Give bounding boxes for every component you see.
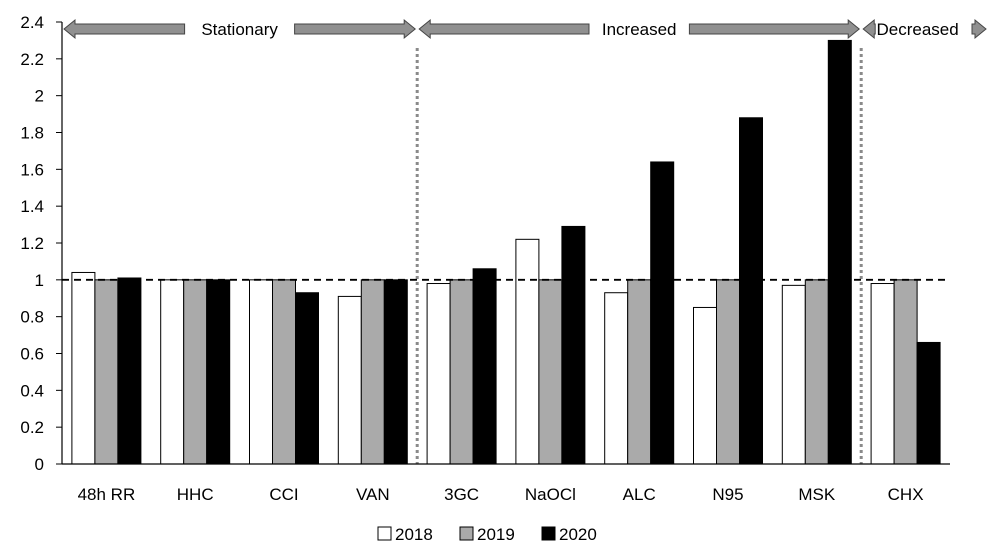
legend-label-2018: 2018 bbox=[395, 525, 433, 544]
bar-2019-van bbox=[360, 279, 385, 465]
y-tick-label: 2.4 bbox=[20, 13, 44, 32]
bar-2019-n95 bbox=[716, 279, 740, 465]
y-tick-label: 1.8 bbox=[20, 124, 44, 143]
y-tick-label: 0.2 bbox=[20, 418, 44, 437]
x-tick-label-naocl: NaOCl bbox=[525, 485, 576, 504]
y-tick-label: 2.2 bbox=[20, 50, 44, 69]
bar-2018-cci bbox=[249, 279, 273, 465]
axes: 48h RR HHC CCI VAN 3GC NaOCl ALC N95 MSK CHX 0 0.2 0… bbox=[20, 13, 950, 504]
bars bbox=[71, 39, 941, 465]
region-arrows: Stationary Increased Decreased bbox=[63, 18, 987, 40]
bar-2019-alc bbox=[627, 279, 652, 465]
bar-2020-naocl bbox=[561, 225, 586, 465]
legend-swatch-2020 bbox=[541, 526, 556, 541]
legend-swatch-2019 bbox=[459, 526, 474, 541]
legend: 2018 2019 2020 bbox=[377, 525, 597, 544]
bar-2020-alc bbox=[650, 161, 675, 465]
x-tick-label-alc: ALC bbox=[623, 485, 656, 504]
region-label-decreased: Decreased bbox=[876, 20, 958, 39]
y-tick-label: 0.4 bbox=[20, 381, 44, 400]
y-tick-label: 1.2 bbox=[20, 234, 44, 253]
y-tick-label: 2 bbox=[35, 87, 44, 106]
bar-2019-hhc bbox=[183, 279, 208, 465]
bar-2018-msk bbox=[781, 284, 806, 465]
x-tick-label-n95: N95 bbox=[712, 485, 743, 504]
bar-2018-48h-rr bbox=[71, 271, 96, 465]
x-tick-label-cci: CCI bbox=[269, 485, 298, 504]
bar-2019-chx bbox=[893, 279, 918, 465]
bar-2020-chx bbox=[916, 341, 941, 465]
bar-2018-chx bbox=[870, 283, 895, 465]
region-label-increased: Increased bbox=[602, 20, 677, 39]
region-label-stationary: Stationary bbox=[201, 20, 278, 39]
y-tick-label: 1.4 bbox=[20, 197, 44, 216]
bar-2020-n95 bbox=[739, 117, 763, 465]
region-arrow-right-stationary bbox=[294, 18, 416, 40]
x-tick-label-van: VAN bbox=[356, 485, 390, 504]
region-arrow-right-decreased bbox=[971, 18, 987, 40]
bar-2018-van bbox=[337, 295, 362, 465]
region-arrow-left-increased bbox=[418, 18, 590, 40]
x-tick-label-hhc: HHC bbox=[177, 485, 214, 504]
x-tick-label-48h-rr: 48h RR bbox=[78, 485, 136, 504]
y-tick-label: 1.6 bbox=[20, 160, 44, 179]
y-tick-label: 0.6 bbox=[20, 345, 44, 364]
y-tick-label: 0.8 bbox=[20, 308, 44, 327]
bar-2020-3gc bbox=[472, 268, 497, 465]
bar-2020-hhc bbox=[206, 279, 231, 465]
y-tick-label: 1 bbox=[35, 271, 44, 290]
bar-2018-3gc bbox=[426, 283, 451, 465]
bar-2019-msk bbox=[804, 279, 829, 465]
bar-2020-cci bbox=[295, 292, 319, 465]
legend-swatch-2018 bbox=[377, 526, 392, 541]
bar-2019-48h-rr bbox=[94, 279, 119, 465]
bar-2020-van bbox=[383, 279, 408, 465]
bar-2019-cci bbox=[272, 279, 296, 465]
bar-2018-n95 bbox=[693, 306, 717, 465]
bar-2018-hhc bbox=[160, 279, 185, 465]
x-tick-label-msk: MSK bbox=[798, 485, 836, 504]
x-tick-label-3gc: 3GC bbox=[444, 485, 479, 504]
bar-2020-48h-rr bbox=[117, 277, 142, 465]
legend-label-2020: 2020 bbox=[559, 525, 597, 544]
region-arrow-right-increased bbox=[688, 18, 860, 40]
bar-2019-naocl bbox=[538, 279, 563, 465]
x-tick-label-chx: CHX bbox=[888, 485, 924, 504]
region-arrow-left-stationary bbox=[63, 18, 186, 40]
legend-label-2019: 2019 bbox=[477, 525, 515, 544]
bar-2018-naocl bbox=[515, 238, 540, 465]
bar-2018-alc bbox=[604, 292, 629, 465]
bar-2019-3gc bbox=[449, 279, 474, 465]
y-tick-label: 0 bbox=[35, 455, 44, 474]
bar-2020-msk bbox=[827, 39, 852, 465]
region-arrow-left-decreased bbox=[862, 18, 876, 40]
